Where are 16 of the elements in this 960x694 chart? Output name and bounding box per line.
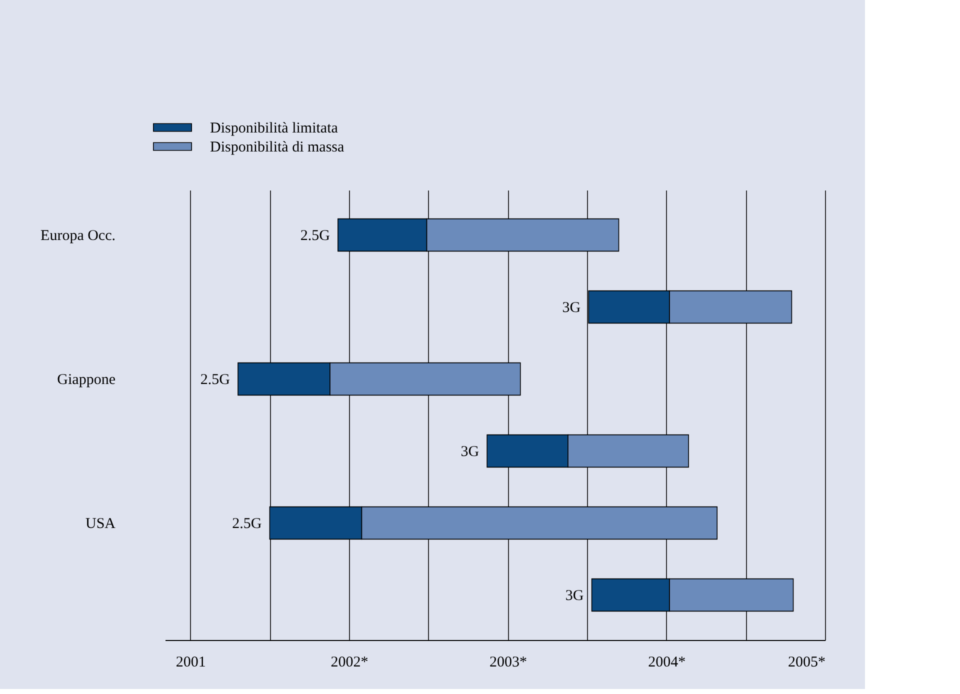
annotation: 3G [565, 588, 584, 604]
x-tick-label: 2004* [648, 654, 686, 670]
x-tick-label: 2001 [176, 654, 206, 670]
legend-label: Disponibilità di massa [210, 140, 344, 156]
x-tick-label: 2005* [788, 654, 826, 670]
annotation: 2.5G [200, 372, 230, 388]
annotation: 3G [562, 300, 581, 316]
legend-label: Disponibilità limitata [210, 120, 338, 136]
x-tick-label: 2002* [330, 654, 368, 670]
y-tick-label: USA [85, 516, 116, 532]
y-tick-label: Giappone [57, 372, 116, 388]
y-tick-label: Europa Occ. [40, 228, 116, 244]
annotation: 3G [460, 444, 480, 460]
x-tick-label: 2003* [489, 654, 527, 670]
annotation: 2.5G [300, 228, 330, 244]
annotation: 2.5G [232, 516, 262, 532]
